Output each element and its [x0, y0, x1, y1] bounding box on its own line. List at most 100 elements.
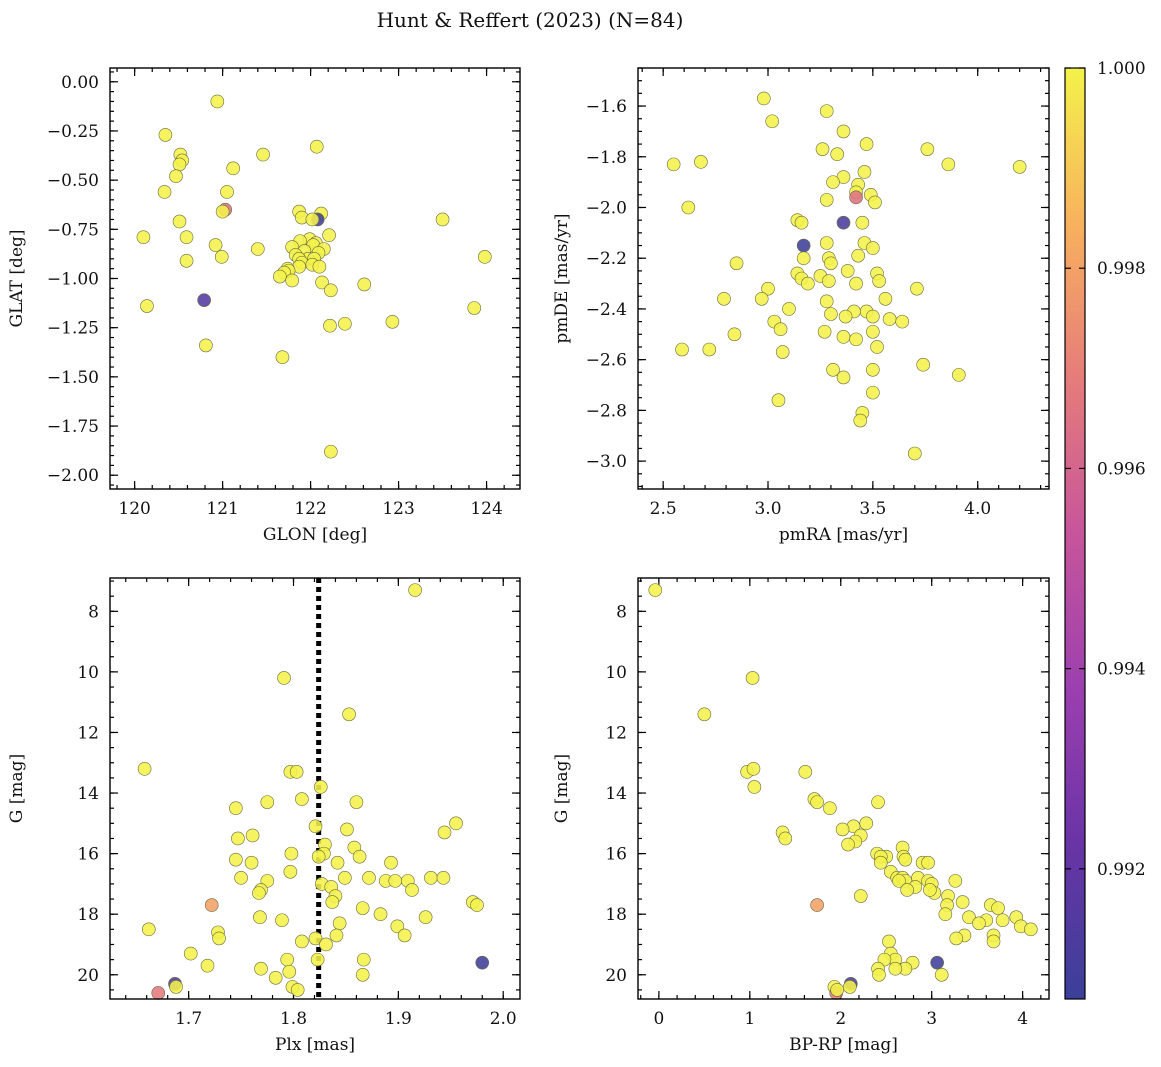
- data-point: [311, 849, 326, 864]
- data-point: [283, 864, 298, 879]
- data-point: [729, 256, 744, 271]
- data-point: [273, 269, 287, 284]
- data-point: [702, 342, 717, 357]
- data-point: [995, 913, 1010, 928]
- data-point: [872, 274, 886, 288]
- data-point: [277, 671, 291, 685]
- y-tick-label: −1.75: [47, 417, 99, 437]
- data-point: [308, 819, 323, 834]
- figure-title: Hunt & Reffert (2023) (N=84): [377, 8, 684, 32]
- data-point: [681, 200, 696, 215]
- axes-frame: [637, 577, 1050, 1000]
- x-axis-label: GLON [deg]: [263, 525, 367, 545]
- axes-frame: [109, 577, 521, 1000]
- data-point: [778, 831, 793, 846]
- data-point: [870, 340, 884, 354]
- y-tick-label: −1.50: [47, 368, 99, 388]
- data-point: [866, 241, 880, 255]
- data-point: [826, 175, 840, 189]
- data-point: [210, 94, 225, 109]
- data-point: [397, 928, 412, 943]
- y-tick-label: −2.00: [47, 466, 99, 486]
- data-point: [199, 338, 213, 353]
- data-point: [991, 901, 1005, 915]
- data-point: [840, 264, 855, 278]
- data-point: [835, 822, 850, 837]
- scatter-panel-3: 1.7 1.8 1.9 2.0 8 10 12 14 16 18 20 Plx [mas] G [mag…: [7, 577, 521, 1055]
- data-point: [882, 934, 896, 949]
- data-point: [340, 822, 354, 837]
- data-point: [798, 765, 813, 779]
- x-tick-label: 122: [294, 499, 326, 519]
- data-point: [244, 855, 259, 870]
- x-tick-label: 1.9: [385, 1009, 412, 1029]
- data-point: [158, 128, 173, 142]
- colorbar: 0.992 0.994 0.996 0.998 1.000: [1064, 59, 1146, 1000]
- data-point: [362, 871, 376, 885]
- data-point: [747, 780, 762, 794]
- x-tick-label: 1: [744, 1009, 755, 1029]
- data-point: [745, 671, 760, 685]
- y-axis-label: GLAT [deg]: [7, 229, 27, 327]
- y-tick-label: 10: [605, 663, 627, 683]
- data-point: [470, 898, 484, 912]
- data-point: [866, 309, 880, 324]
- scatter-panel-2: 2.5 3.0 3.5 4.0 −1.6 −1.8 −2.0 −2.2 −2.4 −2.6 −2.8…: [552, 67, 1050, 545]
- data-point: [920, 142, 935, 156]
- data-point: [938, 907, 953, 921]
- axes-frame: [109, 67, 521, 490]
- data-point: [183, 946, 198, 961]
- colorbar-gradient: [1064, 67, 1086, 1000]
- data-point: [436, 871, 451, 885]
- data-point: [405, 883, 419, 897]
- data-point: [355, 901, 370, 915]
- data-point: [172, 157, 187, 172]
- data-point: [775, 345, 790, 359]
- data-point: [986, 934, 1001, 949]
- data-point: [892, 874, 906, 888]
- data-point: [836, 124, 851, 139]
- data-point: [408, 583, 422, 597]
- data-point: [849, 276, 863, 291]
- data-point: [694, 155, 708, 169]
- data-point: [325, 895, 340, 909]
- data-point: [329, 928, 344, 943]
- data-point: [859, 137, 874, 151]
- data-point: [801, 276, 815, 291]
- data-point: [819, 193, 834, 207]
- colorbar-tick-label: 1.000: [1097, 59, 1146, 79]
- data-point: [275, 350, 290, 364]
- data-point: [962, 910, 976, 925]
- y-tick-label: 8: [616, 602, 627, 622]
- data-point: [697, 707, 712, 722]
- data-point: [853, 889, 868, 903]
- data-point: [878, 291, 893, 306]
- data-point: [853, 413, 868, 428]
- data-point: [251, 242, 265, 256]
- y-tick-label: −0.25: [47, 122, 99, 142]
- y-axis-label: G [mag]: [7, 754, 27, 823]
- data-point: [253, 910, 267, 925]
- data-point: [172, 214, 187, 229]
- y-tick-label: −2.8: [586, 401, 627, 421]
- data-point: [841, 837, 855, 852]
- colorbar-tick-label: 0.994: [1097, 660, 1146, 680]
- data-point: [324, 283, 338, 298]
- y-tick-label: 12: [605, 723, 627, 743]
- data-point: [849, 190, 863, 205]
- data-point: [312, 259, 327, 274]
- y-tick-label: 18: [605, 905, 627, 925]
- y-tick-label: 16: [77, 845, 99, 865]
- y-tick-label: 12: [77, 723, 99, 743]
- data-point: [836, 330, 851, 344]
- data-point: [819, 236, 834, 250]
- data-point: [817, 324, 832, 339]
- y-tick-label: −2.2: [586, 249, 627, 269]
- data-point: [824, 256, 838, 271]
- data-point: [916, 357, 930, 372]
- data-point: [197, 293, 211, 307]
- x-tick-label: 3.0: [754, 499, 781, 519]
- x-tick-label: 2.5: [650, 499, 677, 519]
- data-point: [826, 363, 840, 377]
